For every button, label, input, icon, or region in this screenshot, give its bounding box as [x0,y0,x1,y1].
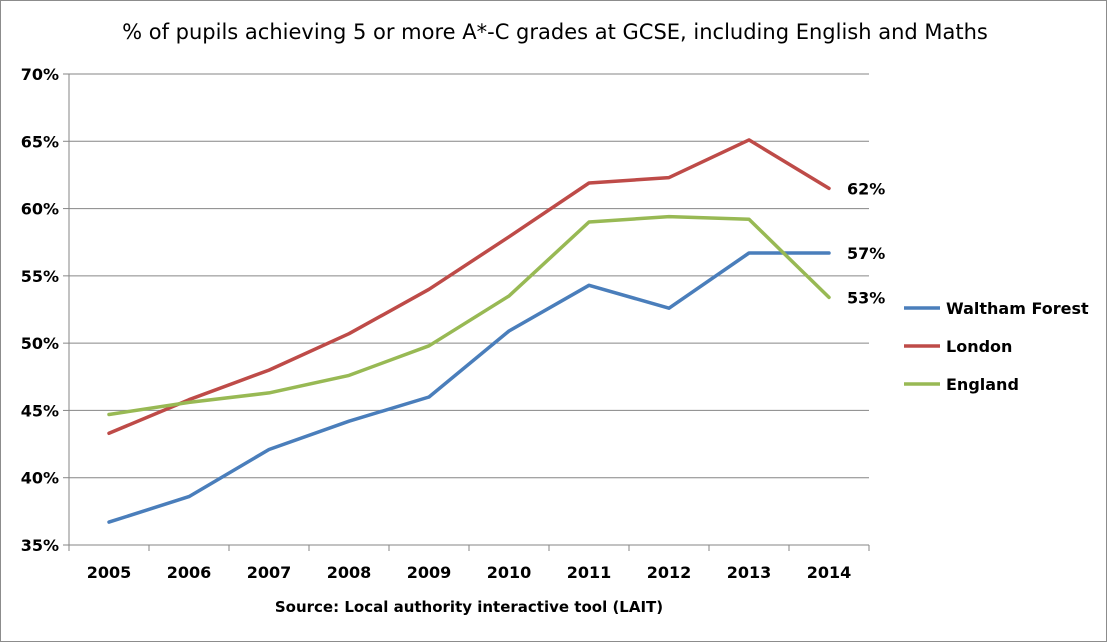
x-tick-label: 2014 [807,563,852,582]
series-lines [107,138,831,524]
y-tick-label: 45% [21,401,59,420]
series-line-waltham-forest [107,251,831,524]
x-tick-label: 2010 [487,563,532,582]
gridlines [69,73,869,479]
series-line-england [107,214,831,417]
chart-title: % of pupils achieving 5 or more A*-C gra… [122,20,988,44]
y-tick-label: 40% [21,469,59,488]
end-label-waltham-forest: 57% [847,244,885,263]
x-tick-label: 2009 [407,563,452,582]
legend-label-london: London [946,337,1012,356]
legend: Waltham Forest London England [904,299,1089,394]
x-tick-label: 2006 [167,563,212,582]
axes: 35% 40% 45% 50% 55% 60% 65% 70% 2005 2006 2007 2008… [21,65,870,582]
legend-label-waltham-forest: Waltham Forest [946,299,1089,318]
y-tick-label: 55% [21,267,59,286]
x-tick-label: 2007 [247,563,292,582]
y-tick-label: 60% [21,200,59,219]
y-tick-label: 65% [21,132,59,151]
x-tick-label: 2013 [727,563,772,582]
source-label: Source: Local authority interactive tool… [275,598,663,616]
y-tick-label: 35% [21,536,59,555]
x-tick-label: 2012 [647,563,692,582]
y-tick-label: 50% [21,334,59,353]
end-label-london: 62% [847,179,885,198]
end-labels: 57% 62% 53% [847,179,885,307]
series-line-london [107,138,831,436]
legend-label-england: England [946,375,1019,394]
x-tick-label: 2005 [87,563,132,582]
x-tick-label: 2008 [327,563,372,582]
y-tick-label: 70% [21,65,59,84]
end-label-england: 53% [847,288,885,307]
x-tick-label: 2011 [567,563,612,582]
